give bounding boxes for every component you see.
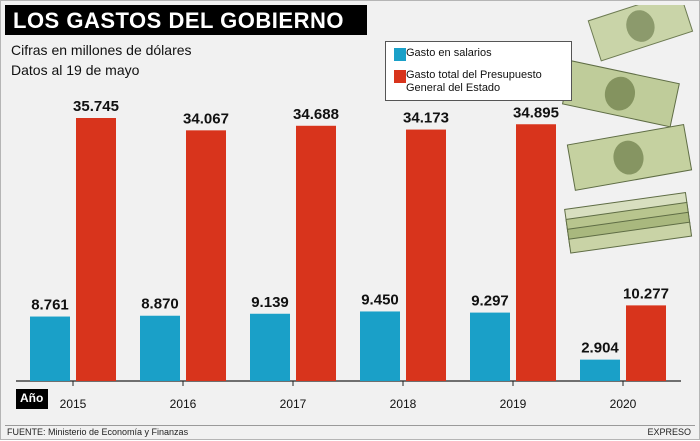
bar-salaries-2015 — [30, 316, 70, 381]
bar-budget-2016 — [186, 130, 226, 381]
value-label-budget-2015: 35.745 — [73, 98, 119, 115]
value-label-salaries-2019: 9.297 — [471, 293, 509, 310]
value-label-salaries-2020: 2.904 — [581, 340, 619, 357]
publisher-brand: EXPRESO — [647, 427, 691, 437]
value-label-budget-2019: 34.895 — [513, 104, 559, 121]
bar-salaries-2020 — [580, 359, 620, 381]
bar-budget-2015 — [76, 118, 116, 381]
x-axis-title: Año — [20, 391, 44, 405]
bar-salaries-2016 — [140, 315, 180, 381]
x-tick-label-2019: 2019 — [500, 397, 527, 411]
bar-budget-2018 — [406, 129, 446, 381]
money-stack-illustration — [561, 5, 694, 254]
legend-label-salaries: Gasto en salarios — [406, 47, 492, 59]
x-tick-label-2017: 2017 — [280, 397, 307, 411]
bar-salaries-2017 — [250, 313, 290, 381]
legend-label-budget: Gasto total del Presupuesto General del … — [406, 69, 542, 94]
x-tick-label-2018: 2018 — [390, 397, 417, 411]
value-label-budget-2017: 34.688 — [293, 106, 339, 123]
x-axis-title-box: Año — [16, 389, 48, 409]
value-label-salaries-2016: 8.870 — [141, 296, 179, 313]
x-tick-label-2020: 2020 — [610, 397, 637, 411]
bar-salaries-2019 — [470, 312, 510, 381]
legend-swatch-budget — [394, 70, 406, 83]
legend-swatch-salaries — [394, 48, 406, 61]
chart-legend: Gasto en salarios Gasto total del Presup… — [385, 41, 572, 101]
value-label-budget-2018: 34.173 — [403, 110, 449, 127]
bar-salaries-2018 — [360, 311, 400, 381]
bar-budget-2019 — [516, 124, 556, 381]
value-label-salaries-2017: 9.139 — [251, 294, 289, 311]
chart-title: LOS GASTOS DEL GOBIERNO — [13, 8, 344, 33]
bar-budget-2017 — [296, 125, 336, 381]
chart-subtitle-date: Datos al 19 de mayo — [11, 62, 140, 78]
source-note: FUENTE: Ministerio de Economía y Finanza… — [7, 427, 189, 437]
value-label-salaries-2018: 9.450 — [361, 291, 399, 308]
value-label-budget-2020: 10.277 — [623, 285, 669, 302]
x-tick-label-2016: 2016 — [170, 397, 197, 411]
x-tick-label-2015: 2015 — [60, 397, 87, 411]
value-label-budget-2016: 34.067 — [183, 110, 229, 127]
title-bar: LOS GASTOS DEL GOBIERNO — [5, 5, 367, 35]
bar-budget-2020 — [626, 305, 666, 381]
chart-subtitle-units: Cifras en millones de dólares — [11, 42, 192, 58]
footer-divider — [5, 425, 695, 426]
value-label-salaries-2015: 8.761 — [31, 297, 69, 314]
